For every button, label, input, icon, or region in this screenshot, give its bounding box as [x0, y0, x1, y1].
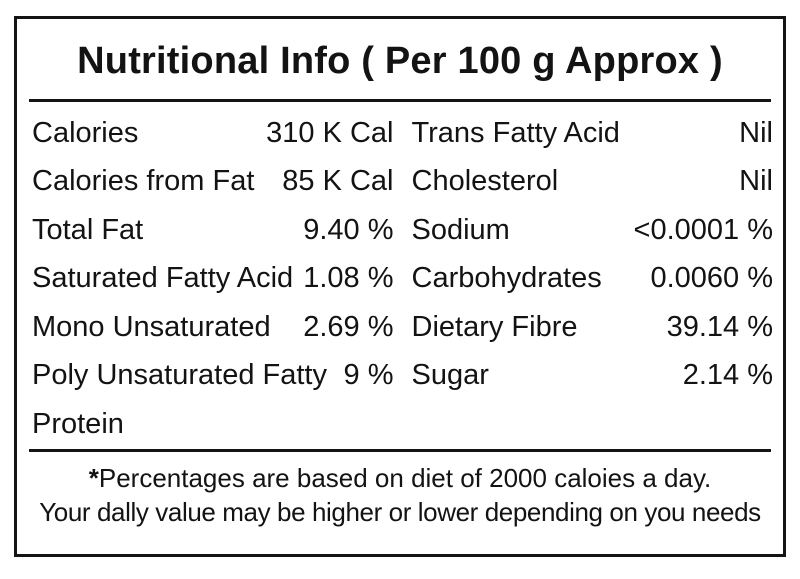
nutrition-label: Nutritional Info ( Per 100 g Approx ) Ca…: [14, 16, 786, 557]
footnote-line1-text: Percentages are based on diet of 2000 ca…: [98, 462, 712, 493]
nutrient-value: 310 K Cal: [266, 116, 394, 149]
nutrient-value: 85 K Cal: [282, 165, 394, 198]
nutrient-value: 2.69 %: [303, 310, 394, 343]
nutrition-column-left: Calories 310 K Cal Calories from Fat 85 …: [32, 109, 394, 449]
nutrient-value: 9 %: [343, 359, 394, 392]
nutrient-name: Calories: [32, 116, 139, 149]
nutrition-row: Mono Unsaturated 2.69 %: [32, 303, 394, 352]
nutrient-name: Poly Unsaturated Fatty: [32, 359, 327, 392]
nutrient-value: 2.14 %: [682, 359, 773, 392]
nutrition-row: Total Fat 9.40 %: [32, 206, 394, 255]
footnote-line2: Your dally value may be higher or lower …: [39, 497, 761, 527]
nutrient-value: 9.40 %: [303, 213, 394, 246]
nutrient-name: Trans Fatty Acid: [411, 116, 620, 149]
nutrient-name: Total Fat: [32, 213, 144, 246]
nutrition-row: Poly Unsaturated Fatty 9 %: [32, 352, 394, 401]
nutrient-name: Cholesterol: [411, 165, 559, 198]
nutrition-row: Calories 310 K Cal: [32, 109, 394, 158]
footnote-asterisk: *: [88, 462, 99, 493]
nutrition-row: Carbohydrates 0.0060 %: [412, 255, 774, 304]
nutrient-value: 39.14 %: [666, 310, 773, 343]
nutrition-row: Protein: [32, 400, 394, 449]
nutrient-name: Mono Unsaturated: [32, 310, 271, 343]
nutrition-row: Sugar 2.14 %: [412, 352, 774, 401]
nutrition-row: Dietary Fibre 39.14 %: [412, 303, 774, 352]
nutrition-column-right: Trans Fatty Acid Nil Cholesterol Nil Sod…: [412, 109, 774, 449]
nutrient-value: 0.0060 %: [650, 262, 773, 295]
nutrient-value: Nil: [739, 116, 773, 149]
nutrient-value: 1.08 %: [303, 262, 394, 295]
nutrition-row: Cholesterol Nil: [412, 158, 774, 207]
footnote-line1: *Percentages are based on diet of 2000 c…: [17, 461, 783, 496]
divider-bottom: [29, 448, 771, 452]
nutrient-name: Sugar: [411, 359, 489, 392]
nutrient-name: Carbohydrates: [411, 262, 602, 295]
footnote: *Percentages are based on diet of 2000 c…: [17, 452, 783, 530]
label-title: Nutritional Info ( Per 100 g Approx ): [77, 40, 723, 82]
nutrient-name: Dietary Fibre: [411, 310, 578, 343]
nutrition-row: Saturated Fatty Acid 1.08 %: [32, 255, 394, 304]
nutrient-value: Nil: [739, 165, 773, 198]
nutrient-name: Sodium: [411, 213, 510, 246]
nutrient-name: Calories from Fat: [32, 165, 255, 198]
nutrient-name: Protein: [32, 407, 124, 440]
nutrition-row: Sodium <0.0001 %: [412, 206, 774, 255]
nutrition-table: Calories 310 K Cal Calories from Fat 85 …: [17, 102, 783, 449]
divider-top: [29, 99, 771, 102]
nutrient-value: <0.0001 %: [633, 213, 773, 246]
nutrition-row: Calories from Fat 85 K Cal: [32, 158, 394, 207]
nutrient-name: Saturated Fatty Acid: [32, 262, 294, 295]
nutrition-row: Trans Fatty Acid Nil: [412, 109, 774, 158]
